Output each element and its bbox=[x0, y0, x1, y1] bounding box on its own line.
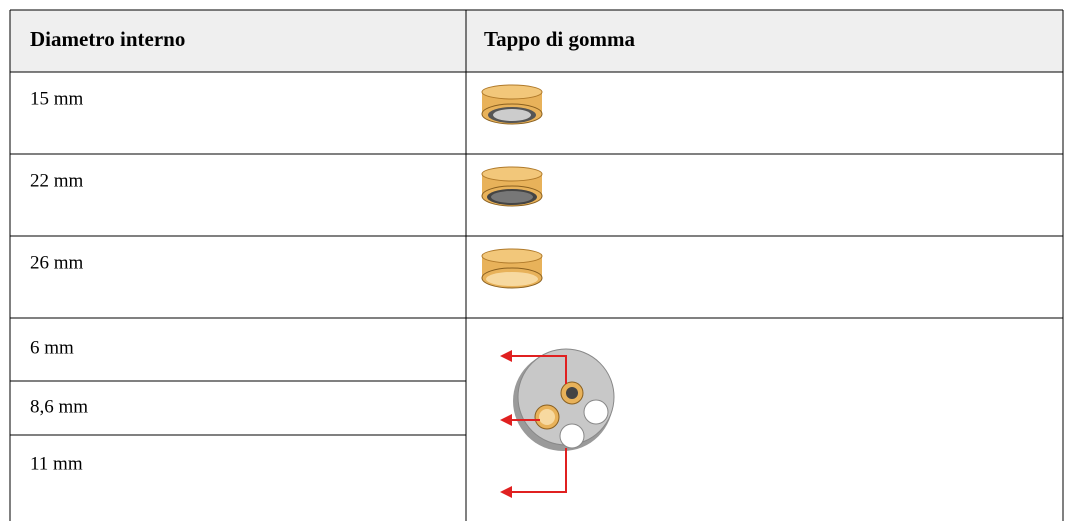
multi-hole-plug-icon bbox=[513, 348, 615, 451]
cell: 6 mm bbox=[30, 337, 74, 358]
header-row bbox=[10, 10, 1063, 72]
plug-icon bbox=[481, 84, 543, 125]
cell: 8,6 mm bbox=[30, 396, 88, 417]
plug-icon bbox=[481, 248, 543, 289]
arrow-heads bbox=[500, 350, 512, 498]
cell: 26 mm bbox=[30, 252, 84, 273]
cell: 11 mm bbox=[30, 453, 83, 474]
header-cell: Tappo di gomma bbox=[484, 27, 635, 51]
arrows bbox=[510, 355, 567, 493]
plug-icon bbox=[481, 166, 543, 207]
cell: 22 mm bbox=[30, 170, 84, 191]
table-borders bbox=[9, 9, 1064, 521]
header-cell: Diametro interno bbox=[30, 27, 185, 51]
cell: 15 mm bbox=[30, 88, 84, 109]
